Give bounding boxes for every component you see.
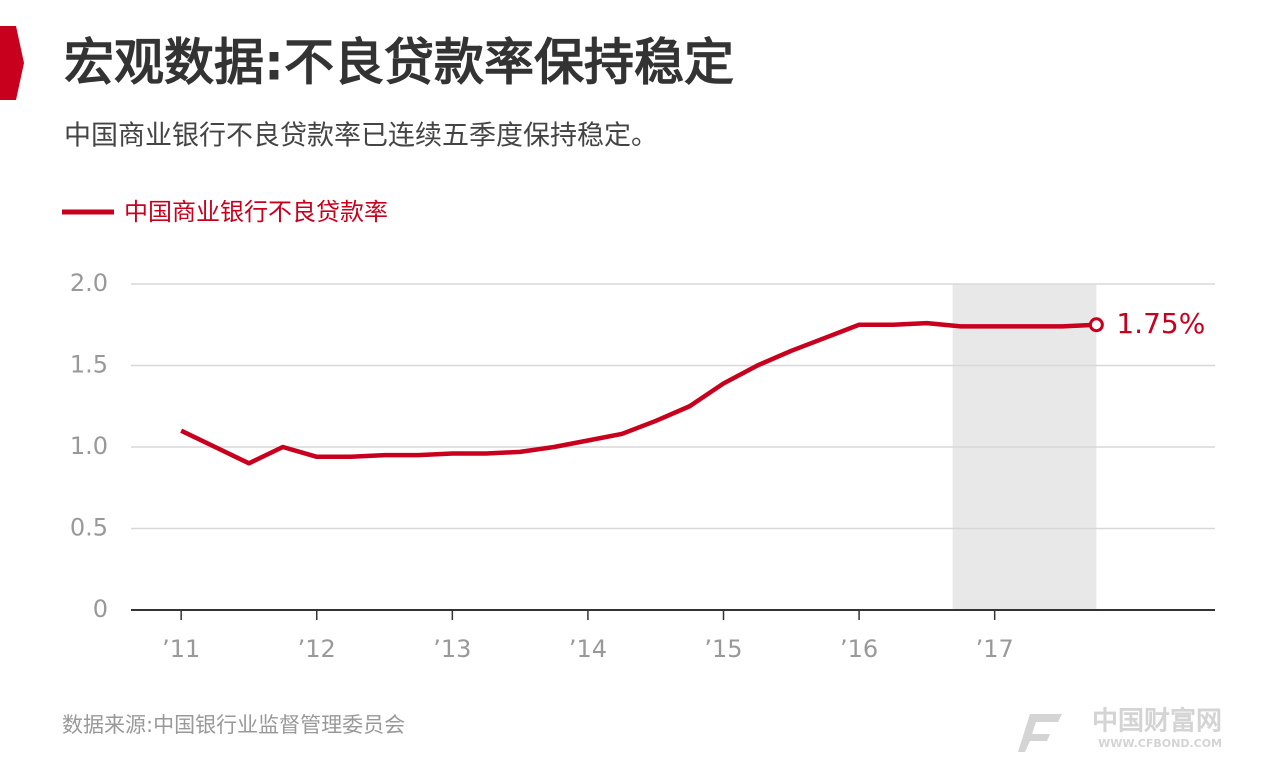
x-tick-label: ’17 xyxy=(976,635,1014,663)
logo-name: 中国财富网 xyxy=(1092,706,1222,737)
x-tick-label: ’13 xyxy=(433,635,471,663)
end-point xyxy=(1088,317,1104,333)
chart-title: 宏观数据:不良贷款率保持稳定 xyxy=(64,34,734,92)
subtitle: 中国商业银行不良贷款率已连续五季度保持稳定。 xyxy=(64,121,658,152)
x-tick-label: ’14 xyxy=(569,635,607,663)
y-tick-label: 2.0 xyxy=(70,269,108,297)
y-tick-label: 1.5 xyxy=(70,351,108,379)
y-tick-label: 1.0 xyxy=(70,432,108,460)
logo-url: WWW.CFBOND.COM xyxy=(1098,737,1222,750)
title-marker xyxy=(0,26,24,100)
value-label: 1.75% xyxy=(1116,307,1205,340)
x-tick-label: ’16 xyxy=(840,635,878,663)
y-tick-label: 0.5 xyxy=(70,514,108,542)
legend-label: 中国商业银行不良贷款率 xyxy=(124,198,388,226)
x-tick-label: ’11 xyxy=(162,635,200,663)
logo-icon xyxy=(1018,714,1062,752)
x-tick-label: ’12 xyxy=(298,635,336,663)
source: 数据来源:中国银行业监督管理委员会 xyxy=(62,713,405,737)
line xyxy=(180,320,1097,466)
y-tick-label: 0 xyxy=(93,595,108,623)
x-tick-label: ’15 xyxy=(704,635,742,663)
